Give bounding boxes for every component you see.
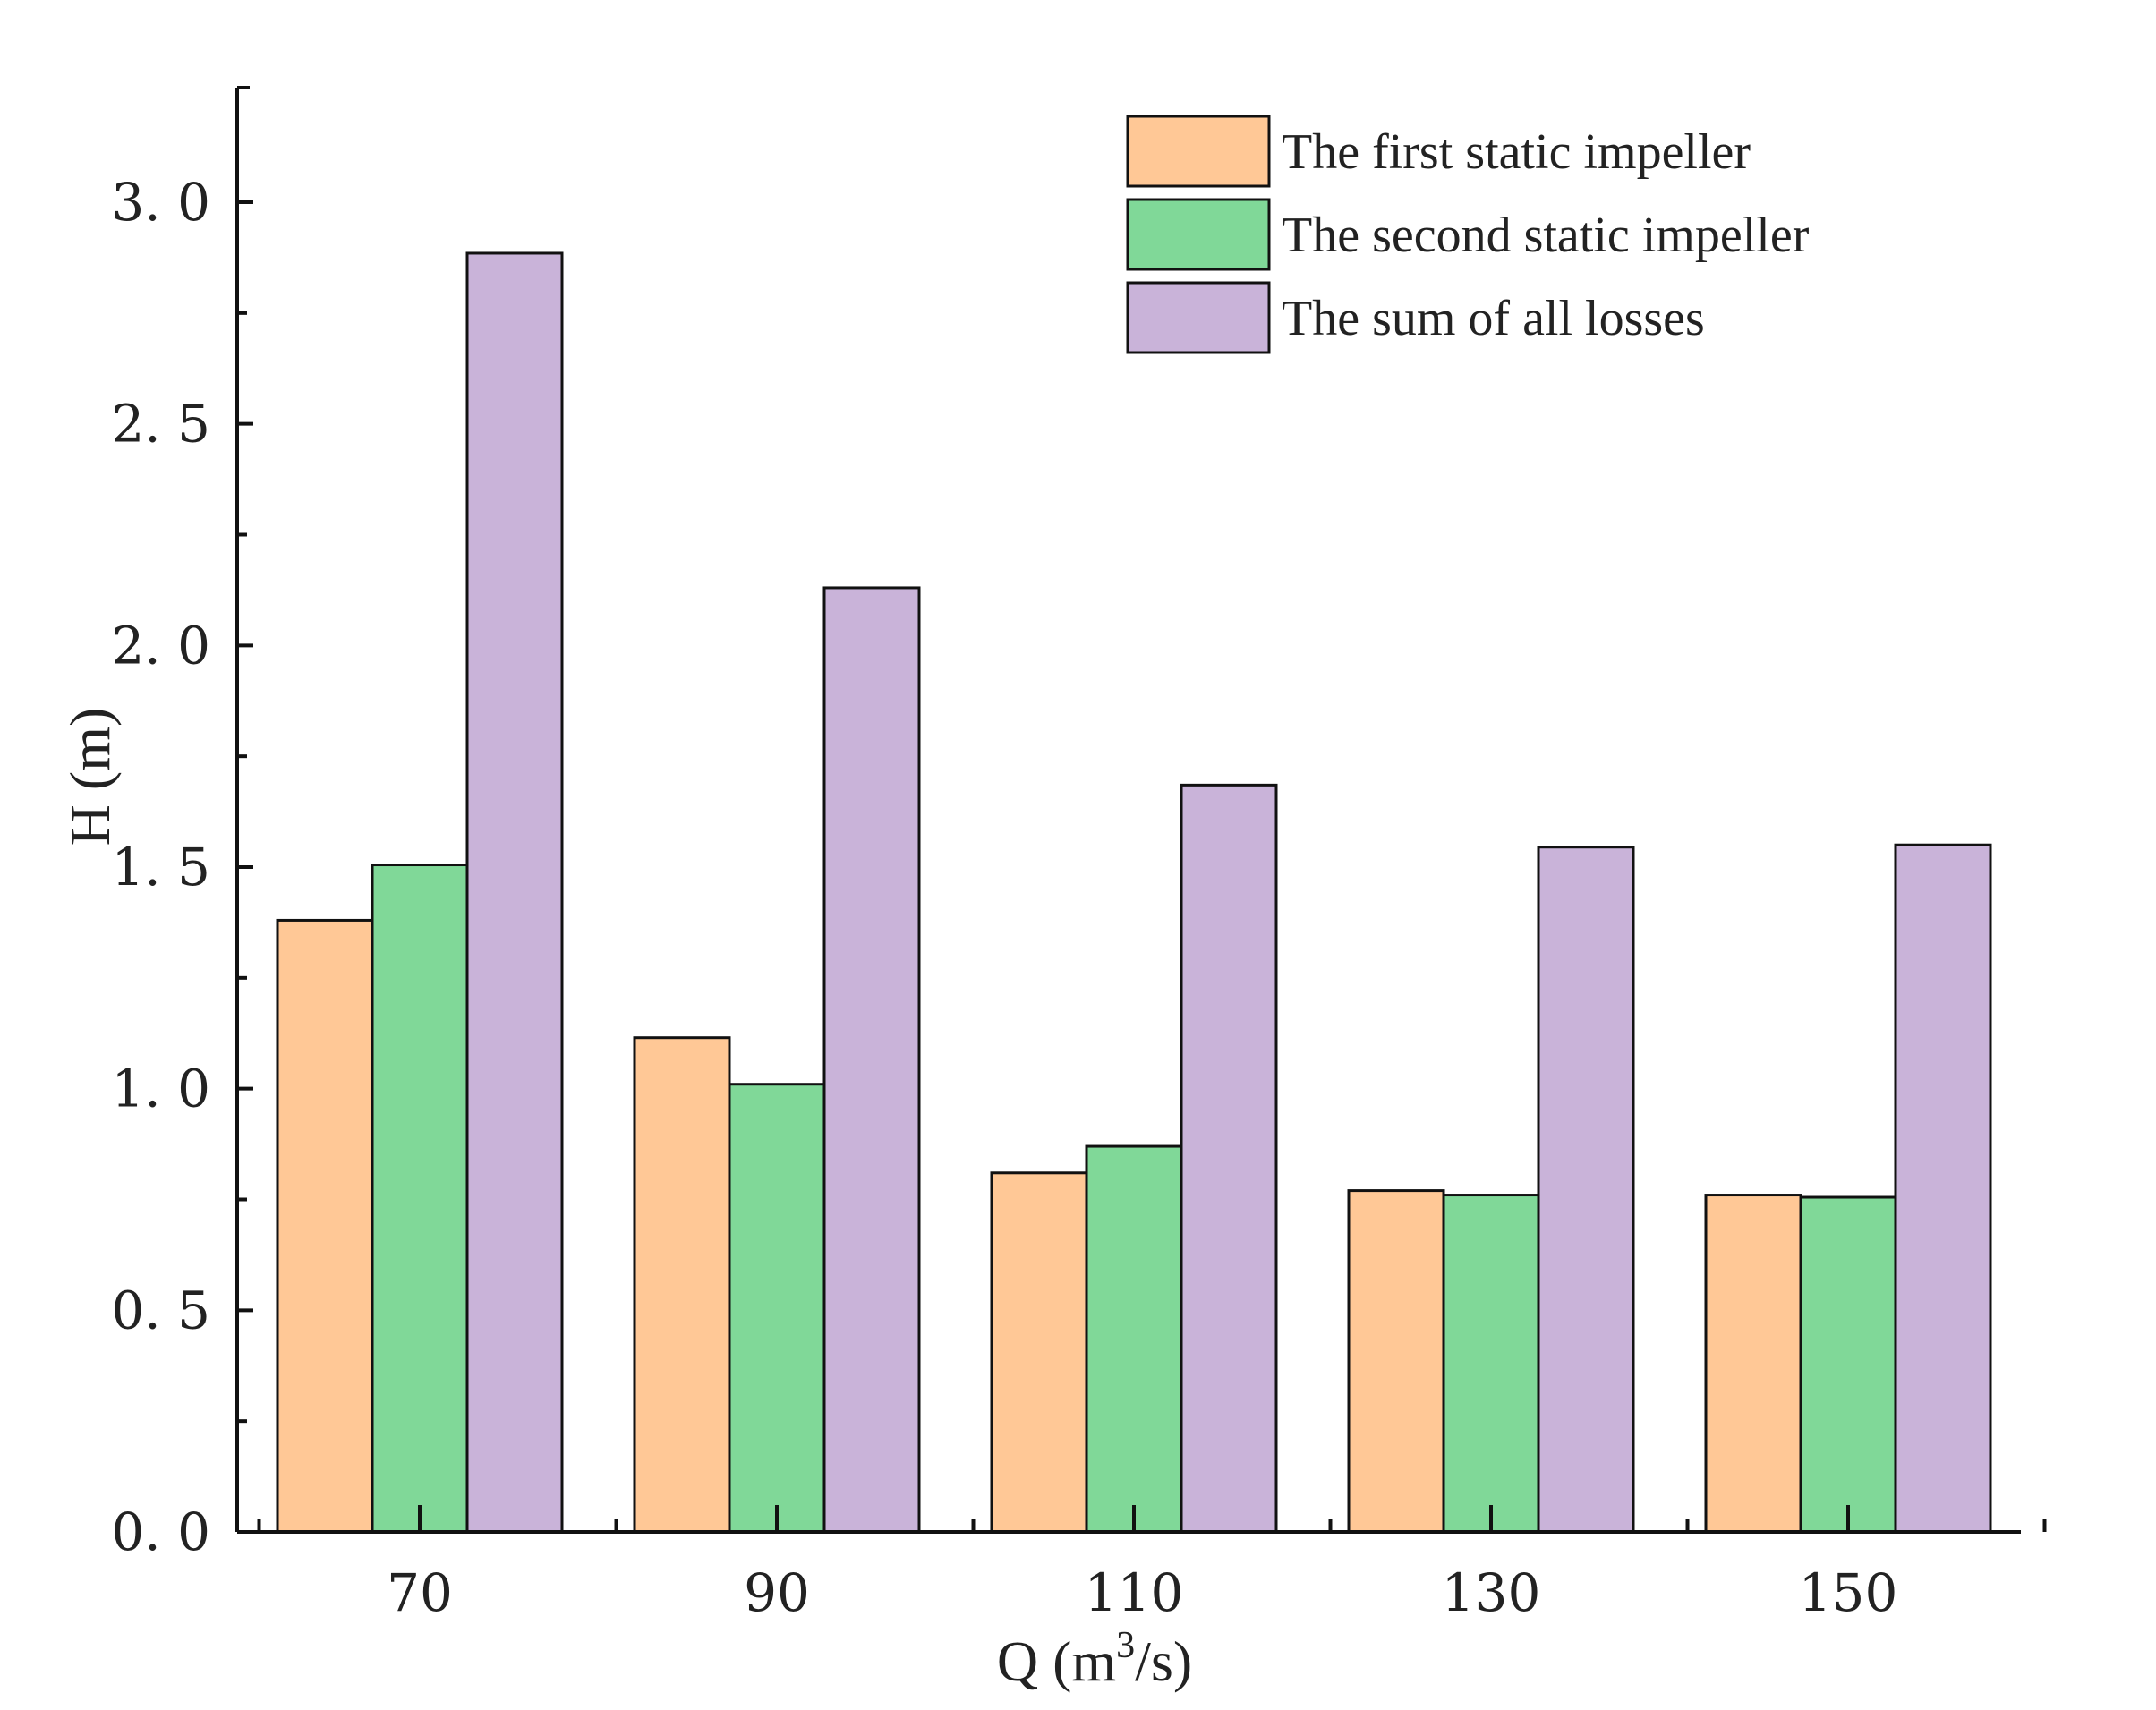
legend: The first static impeller The second stat… <box>1126 115 1810 354</box>
y-tick-label: 1. 0 <box>111 1059 210 1119</box>
legend-label-1: The first static impeller <box>1282 124 1751 180</box>
x-tick-label-70: 70 <box>387 1562 453 1623</box>
y-tick-label: 2. 5 <box>111 394 210 455</box>
y-tick-label: 3. 0 <box>111 172 210 233</box>
bar-110-series-3 <box>1180 783 1278 1534</box>
legend-swatch-3 <box>1126 281 1271 354</box>
tick-labels: 0. 0 0. 5 1. 0 1. 5 2. 0 2. 5 3. 0 70 90 110 130 15… <box>111 172 1897 1623</box>
bar-70-series-1 <box>276 918 374 1534</box>
bar-110-series-1 <box>990 1171 1088 1534</box>
bar-130-series-1 <box>1347 1189 1445 1534</box>
y-axis-title: H (m) <box>58 708 122 846</box>
bar-130-series-2 <box>1442 1194 1540 1534</box>
x-tick-label-90: 90 <box>744 1562 810 1623</box>
y-tick-label: 1. 5 <box>111 837 210 898</box>
x-axis-title: Q (m3/s) <box>997 1625 1192 1693</box>
bar-150-series-2 <box>1799 1195 1897 1534</box>
bar-110-series-2 <box>1085 1144 1183 1534</box>
x-tick-label-150: 150 <box>1799 1562 1898 1623</box>
bar-150-series-3 <box>1894 843 1992 1534</box>
legend-swatch-2 <box>1126 198 1271 271</box>
x-tick-label-110: 110 <box>1085 1562 1184 1623</box>
legend-label-2: The second static impeller <box>1282 208 1810 263</box>
bar-90-series-1 <box>633 1036 731 1534</box>
y-tick-label: 0. 5 <box>111 1280 210 1340</box>
bar-90-series-3 <box>822 586 921 1534</box>
bar-130-series-3 <box>1537 846 1635 1534</box>
axes <box>235 86 2047 1534</box>
x-tick-label-130: 130 <box>1442 1562 1541 1623</box>
bar-150-series-1 <box>1704 1194 1802 1534</box>
legend-label-3: The sum of all losses <box>1282 291 1705 346</box>
legend-swatch-1 <box>1126 115 1271 188</box>
bar-70-series-3 <box>465 251 564 1534</box>
bar-90-series-2 <box>728 1083 826 1534</box>
y-tick-label: 0. 0 <box>111 1502 210 1562</box>
y-tick-label: 2. 0 <box>111 615 210 676</box>
bars <box>276 251 1992 1534</box>
bar-70-series-2 <box>371 864 469 1534</box>
